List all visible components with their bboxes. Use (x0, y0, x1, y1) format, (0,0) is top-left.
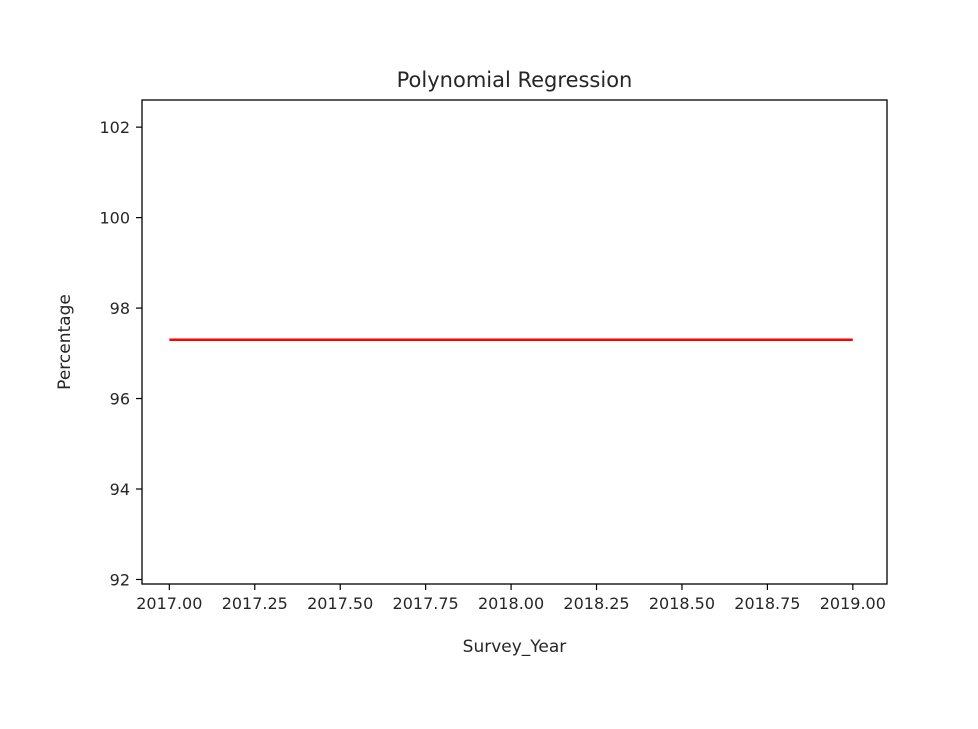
x-tick-label: 2017.25 (222, 594, 288, 613)
x-axis-label: Survey_Year (463, 637, 567, 657)
x-tick-label: 2018.50 (649, 594, 715, 613)
x-tick-label: 2018.00 (478, 594, 544, 613)
x-axis-ticks: 2017.00 2017.25 2017.50 2017.75 2018.00 2018.… (136, 584, 886, 613)
y-axis-label: Percentage (55, 294, 75, 390)
x-tick-label: 2017.50 (307, 594, 373, 613)
x-tick-label: 2017.75 (393, 594, 459, 613)
y-tick-label: 96 (110, 390, 130, 409)
y-tick-label: 98 (110, 299, 130, 318)
x-tick-label: 2019.00 (820, 594, 886, 613)
x-tick-label: 2018.75 (734, 594, 800, 613)
x-tick-label: 2018.25 (563, 594, 629, 613)
y-axis-ticks: 92 94 96 98 100 102 (99, 118, 142, 589)
x-tick-label: 2017.00 (136, 594, 202, 613)
y-tick-label: 100 (99, 209, 130, 228)
plot-area-frame (141, 99, 888, 585)
y-tick-label: 92 (110, 570, 130, 589)
chart-title: Polynomial Regression (397, 68, 633, 92)
y-tick-label: 102 (99, 118, 130, 137)
y-tick-label: 94 (110, 480, 130, 499)
